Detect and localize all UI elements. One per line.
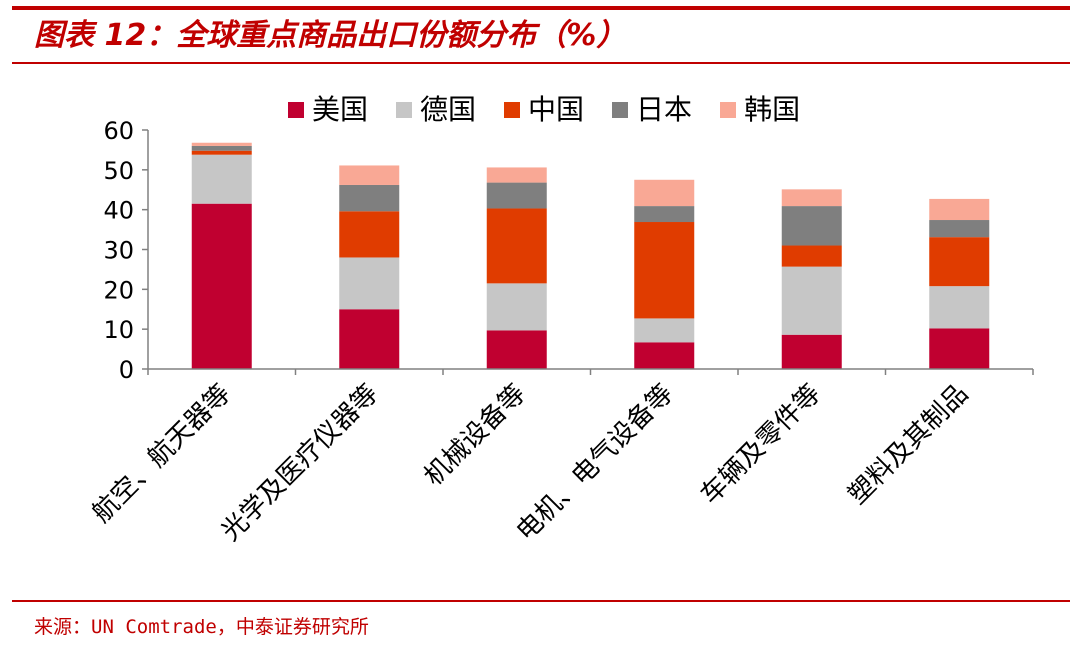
x-category-label: 机械设备等 — [419, 379, 532, 492]
legend-item-us: 美国 — [288, 94, 368, 126]
legend-item-japan: 日本 — [612, 94, 692, 126]
bar-segment — [634, 342, 695, 369]
bar-segment — [191, 203, 252, 369]
legend-label-germany: 德国 — [420, 93, 477, 126]
x-category-label: 车辆及零件等 — [695, 379, 827, 511]
bar-segment — [781, 189, 842, 207]
legend-swatch-germany — [396, 102, 413, 118]
chart-legend: 美国 德国 中国 日本 韩国 — [288, 92, 800, 128]
legend-swatch-japan — [612, 102, 629, 118]
source-note: 来源：UN Comtrade，中泰证券研究所 — [34, 616, 369, 638]
legend-label-korea: 韩国 — [744, 93, 801, 126]
bar-segment — [339, 257, 400, 310]
legend-item-germany: 德国 — [396, 94, 476, 126]
bar-segment — [339, 211, 400, 258]
bar-segment — [929, 198, 990, 221]
bar-segment — [486, 182, 547, 209]
bar-segment — [929, 237, 990, 287]
y-tick-label: 20 — [103, 276, 134, 304]
bar-segment — [634, 222, 695, 319]
x-category-label: 航空、航天器等 — [87, 379, 237, 529]
x-category-label: 光学及医疗仪器等 — [216, 379, 384, 547]
bar-segment — [781, 245, 842, 267]
x-category-label: 塑料及其制品 — [843, 379, 975, 511]
bar-segment — [634, 179, 695, 207]
x-category-label: 电机、电气设备等 — [511, 379, 679, 547]
bar-segment — [486, 208, 547, 284]
y-tick-label: 50 — [103, 157, 134, 185]
bar-segment — [634, 206, 695, 223]
footer-rule — [12, 600, 1070, 602]
legend-label-china: 中国 — [528, 93, 585, 126]
bar-segment — [339, 184, 400, 212]
legend-label-us: 美国 — [312, 93, 369, 126]
title-rule — [12, 62, 1070, 64]
legend-swatch-china — [504, 102, 521, 118]
y-tick-label: 30 — [103, 237, 134, 265]
bar-segment — [486, 283, 547, 331]
bar-segment — [929, 286, 990, 329]
y-tick-label: 40 — [103, 197, 134, 225]
bar-segment — [339, 309, 400, 369]
bar-segment — [781, 266, 842, 335]
legend-swatch-korea — [720, 102, 737, 118]
bar-segment — [191, 145, 252, 151]
chart-title: 图表 12：全球重点商品出口份额分布（%） — [34, 18, 627, 53]
bar-segment — [634, 318, 695, 343]
legend-item-korea: 韩国 — [720, 94, 800, 126]
bar-segment — [339, 165, 400, 185]
bar-segment — [191, 150, 252, 155]
top-accent-bar — [12, 6, 1070, 10]
bar-segment — [191, 142, 252, 146]
bar-segment — [191, 154, 252, 204]
legend-item-china: 中国 — [504, 94, 584, 126]
bar-segment — [486, 167, 547, 183]
y-tick-label: 60 — [103, 117, 134, 145]
bar-segment — [781, 206, 842, 246]
y-tick-label: 0 — [119, 356, 134, 384]
bar-segment — [486, 330, 547, 369]
legend-label-japan: 日本 — [636, 93, 693, 126]
bar-segment — [929, 220, 990, 238]
y-tick-label: 10 — [103, 316, 134, 344]
legend-swatch-us — [288, 102, 304, 118]
bar-segment — [929, 328, 990, 369]
bar-segment — [781, 334, 842, 369]
